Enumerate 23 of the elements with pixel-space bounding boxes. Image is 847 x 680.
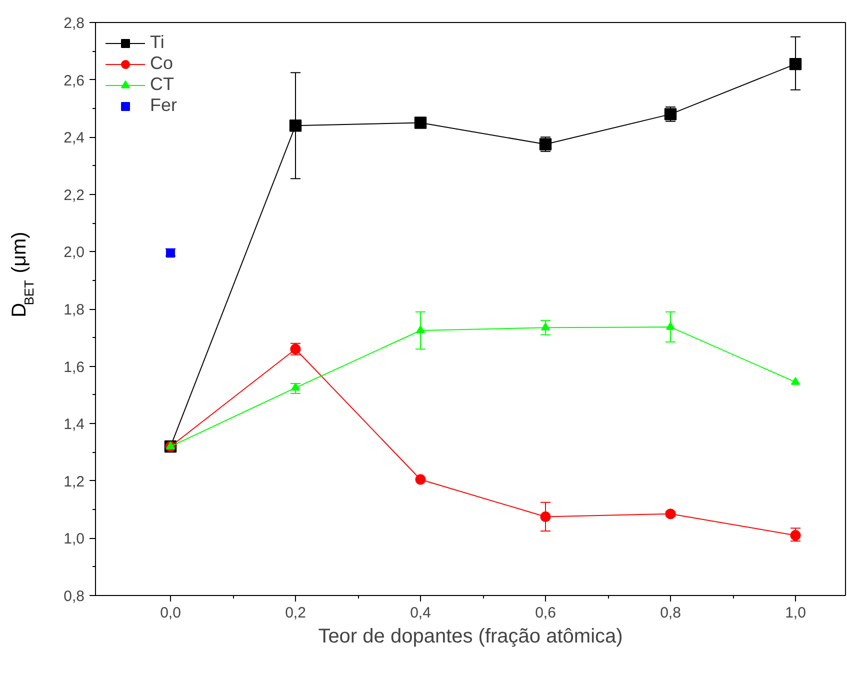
- x-tick-label: 1,0: [785, 604, 806, 622]
- y-tick-label: 1,2: [64, 473, 85, 490]
- x-tick-label: 0,4: [410, 604, 431, 622]
- x-tick-label: 0,0: [160, 604, 181, 622]
- x-tick-label: 0,2: [285, 604, 306, 622]
- x-tick-label: 0,6: [535, 604, 556, 622]
- legend-label: Ti: [150, 32, 166, 53]
- y-tick-label: 1,6: [64, 358, 85, 376]
- y-tick-label: 2,4: [64, 130, 85, 147]
- y-tick-label: 2,0: [64, 244, 85, 262]
- y-tick-label: 1,8: [64, 302, 85, 318]
- legend-label: Fer: [150, 95, 177, 116]
- y-tick-label: 2,6: [64, 72, 85, 90]
- y-axis-title: DBET (μm): [8, 232, 36, 318]
- y-tick-label: 1,4: [64, 416, 85, 434]
- y-tick-label: 2,8: [64, 15, 85, 32]
- x-axis-title: Teor de dopantes (fração atômica): [318, 626, 623, 648]
- legend-label: CT: [150, 74, 174, 95]
- y-tick-label: 2,2: [64, 186, 85, 204]
- x-tick-label: 0,8: [660, 604, 681, 622]
- y-tick-label: 0,8: [64, 588, 85, 605]
- legend-label: Co: [150, 53, 174, 74]
- y-tick-label: 1,0: [64, 530, 85, 548]
